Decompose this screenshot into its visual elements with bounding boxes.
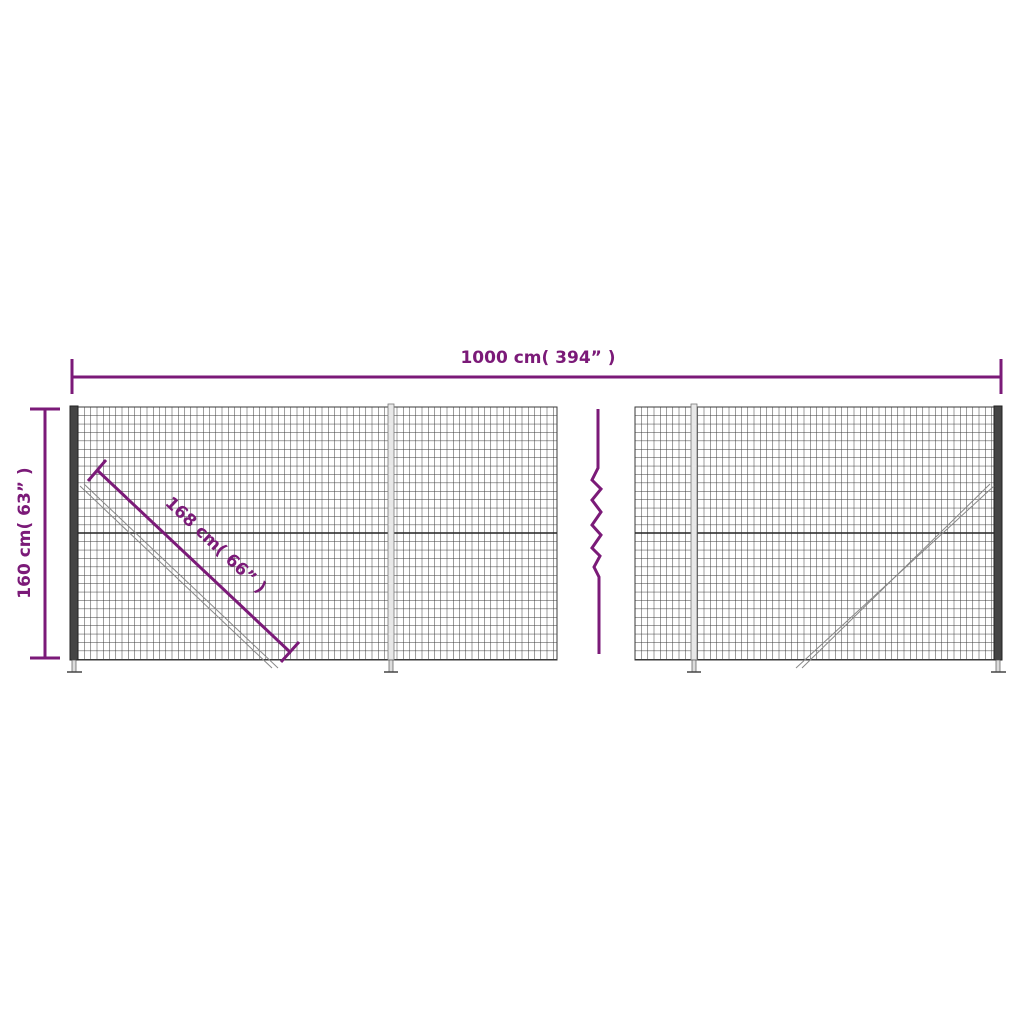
break-symbol-icon (590, 409, 604, 654)
end-post-right (993, 405, 1003, 661)
height-label: 160 cm( 63” ) (15, 467, 35, 598)
fence-panel-left (67, 403, 558, 673)
brace-strut-left (79, 483, 279, 669)
width-label: 1000 cm( 394” ) (460, 348, 615, 368)
end-post-left (69, 405, 79, 661)
fence-panel-right (634, 403, 1006, 673)
height-dimension: 160 cm( 63” ) (15, 407, 60, 660)
middle-post-right (690, 403, 698, 661)
brace-strut-right (795, 483, 995, 669)
middle-post-left (387, 403, 395, 661)
width-dimension: 1000 cm( 394” ) (70, 348, 1003, 394)
